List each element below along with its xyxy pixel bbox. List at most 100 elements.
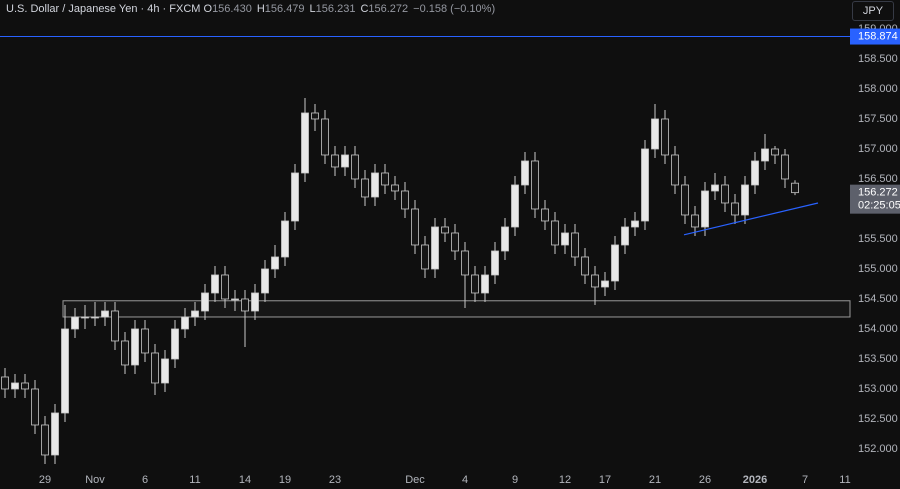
y-tick-label: 155.500 <box>858 233 898 245</box>
x-tick-label: Dec <box>405 474 425 486</box>
candle-body <box>761 148 769 162</box>
currency-button[interactable]: JPY <box>852 1 894 21</box>
support-zone <box>62 300 851 318</box>
y-tick-label: 154.000 <box>858 323 898 335</box>
y-tick-label: 158.000 <box>858 83 898 95</box>
candle-body <box>11 382 19 390</box>
candle-body <box>401 190 409 210</box>
candle-body <box>591 274 599 288</box>
candle-body <box>471 274 479 294</box>
candle-body <box>311 112 319 120</box>
candle-body <box>501 226 509 252</box>
candle-body <box>421 244 429 270</box>
candle-body <box>481 274 489 294</box>
candle-body <box>721 184 729 204</box>
candle-body <box>131 328 139 366</box>
ohlc-key: H <box>256 3 265 15</box>
x-tick-label: Nov <box>85 474 105 486</box>
y-tick-label: 155.000 <box>858 263 898 275</box>
candle-body <box>101 310 109 318</box>
candle-body <box>651 118 659 150</box>
candle-body <box>241 298 249 312</box>
candle-body <box>731 202 739 216</box>
candle-body <box>51 412 59 456</box>
candle-body <box>111 310 119 342</box>
y-tick-label: 153.000 <box>858 383 898 395</box>
candle-body <box>151 352 159 384</box>
candle-body <box>661 118 669 156</box>
candle-body <box>301 112 309 174</box>
candle-body <box>541 208 549 222</box>
candle-body <box>561 232 569 246</box>
hline-label: 158.874 <box>858 30 898 42</box>
candle-body <box>1 376 9 390</box>
candle-body <box>141 328 149 354</box>
ohlc-key: O <box>203 3 213 15</box>
x-tick-label: 11 <box>839 474 850 486</box>
ohlc-value: 156.479 <box>264 3 305 15</box>
candle-body <box>161 358 169 384</box>
x-tick-label: 4 <box>462 474 468 486</box>
x-tick-label: 7 <box>802 474 808 486</box>
candle-body <box>781 154 789 180</box>
candle-body <box>371 172 379 198</box>
candle-body <box>681 184 689 216</box>
candle-body <box>271 256 279 270</box>
x-tick-label: 23 <box>329 474 341 486</box>
ohlc-value: 156.430 <box>212 3 252 15</box>
candle-body <box>771 148 779 156</box>
x-tick-label: 11 <box>189 474 200 486</box>
candle-body <box>171 328 179 360</box>
candle-body <box>321 118 329 156</box>
y-tick-label: 152.500 <box>858 413 898 425</box>
x-tick-label: 29 <box>39 474 51 486</box>
candle-body <box>211 274 219 294</box>
y-tick-label: 152.000 <box>858 443 898 455</box>
candle-body <box>641 148 649 222</box>
candle-body <box>221 274 229 300</box>
ohlc-value: 156.231 <box>315 3 356 15</box>
x-tick-label: 12 <box>559 474 571 486</box>
candle-body <box>671 154 679 186</box>
y-tick-label: 157.500 <box>858 113 898 125</box>
header: U.S. Dollar / Japanese Yen · 4h · FXCM O… <box>6 3 500 15</box>
candle-body <box>361 178 369 198</box>
candle-body <box>461 250 469 276</box>
x-tick-label: 19 <box>279 474 291 486</box>
y-tick-label: 154.500 <box>858 293 898 305</box>
candle-body <box>691 214 699 228</box>
candle-body <box>41 424 49 456</box>
candle-body <box>791 182 799 194</box>
candle-body <box>381 172 389 186</box>
x-tick-label: 9 <box>512 474 518 486</box>
candle-body <box>751 160 759 186</box>
candle-body <box>71 316 79 330</box>
countdown: 02:25:05 <box>858 200 900 212</box>
candle-body <box>191 310 199 318</box>
candle-body <box>391 184 399 192</box>
candle-body <box>341 154 349 168</box>
candle-body <box>281 220 289 258</box>
candle-body <box>571 232 579 258</box>
candle-body <box>331 154 339 168</box>
last-price-box <box>850 184 900 214</box>
candle-body <box>551 220 559 246</box>
chart-title: U.S. Dollar / Japanese Yen · 4h · FXCM <box>6 3 201 15</box>
candle-body <box>711 184 719 192</box>
x-tick-label: 26 <box>699 474 711 486</box>
candle-body <box>61 328 69 414</box>
candle-body <box>21 382 29 390</box>
y-tick-label: 157.000 <box>858 143 898 155</box>
candle-body <box>201 292 209 312</box>
x-tick-label: 6 <box>142 474 148 486</box>
candle-body <box>31 388 39 426</box>
candle-body <box>631 220 639 228</box>
trendline <box>683 202 819 236</box>
candle-body <box>441 226 449 234</box>
y-tick-label: 153.500 <box>858 353 898 365</box>
ohlc-key: C <box>360 3 369 15</box>
candle-body <box>91 316 99 319</box>
candle-body <box>741 184 749 216</box>
candle-body <box>621 226 629 246</box>
hline-label-box <box>850 28 900 45</box>
